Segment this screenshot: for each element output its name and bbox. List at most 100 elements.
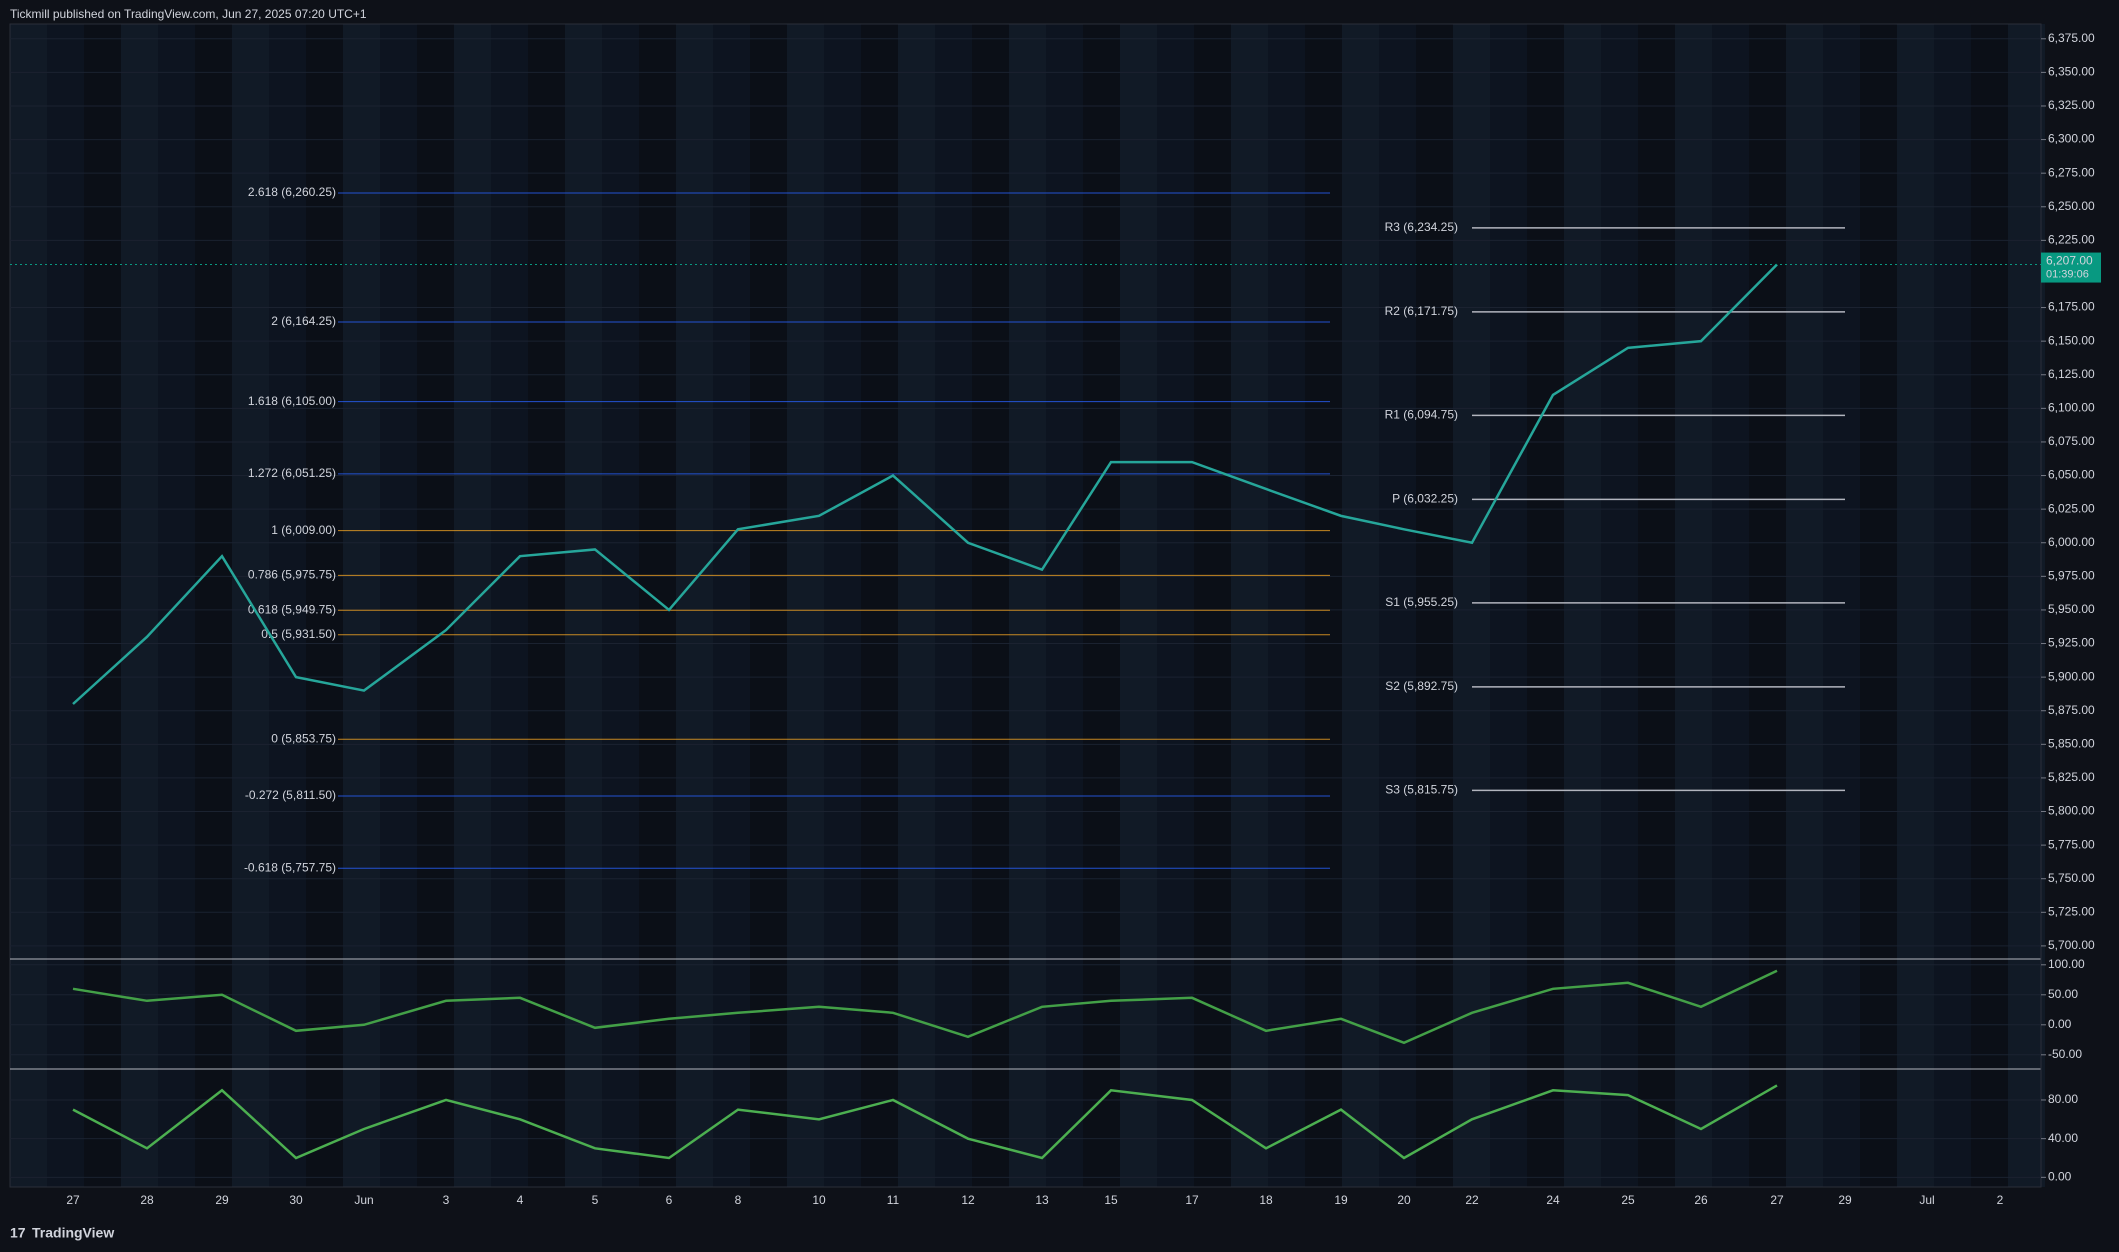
session-band — [935, 24, 972, 1187]
y-tick-label: 5,750.00 — [2048, 871, 2095, 885]
x-tick-label: 6 — [666, 1193, 673, 1207]
y-tick-label: 6,175.00 — [2048, 300, 2095, 314]
x-tick-label: 5 — [592, 1193, 599, 1207]
y-tick-label: 6,000.00 — [2048, 535, 2095, 549]
y-tick-label: 6,050.00 — [2048, 468, 2095, 482]
pivot-label: R3 (6,234.25) — [1385, 220, 1458, 234]
y-tick-label: 100.00 — [2048, 957, 2085, 971]
y-tick-label: 6,100.00 — [2048, 401, 2095, 415]
session-band — [1342, 24, 1379, 1187]
session-band — [972, 24, 1009, 1187]
x-tick-label: 8 — [735, 1193, 742, 1207]
y-tick-label: 6,375.00 — [2048, 31, 2095, 45]
y-tick-label: 6,225.00 — [2048, 233, 2095, 247]
session-band — [1009, 24, 1046, 1187]
series-line — [72, 1084, 1778, 1160]
x-tick-label: 29 — [215, 1193, 229, 1207]
fib-label: 0 (5,853.75) — [271, 731, 336, 745]
x-tick-label: 25 — [1621, 1193, 1635, 1207]
session-band — [84, 24, 121, 1187]
session-band — [1305, 24, 1342, 1187]
pivot-label: R1 (6,094.75) — [1385, 408, 1458, 422]
y-tick-label: 5,900.00 — [2048, 669, 2095, 683]
fib-label: 0.5 (5,931.50) — [261, 627, 336, 641]
header-title: Tickmill published on TradingView.com, J… — [10, 7, 367, 21]
session-band — [491, 24, 528, 1187]
pivot-label: R2 (6,171.75) — [1385, 304, 1458, 318]
session-band — [713, 24, 750, 1187]
y-tick-label: 50.00 — [2048, 987, 2078, 1001]
y-tick-label: 5,725.00 — [2048, 904, 2095, 918]
fib-label: 2.618 (6,260.25) — [248, 185, 336, 199]
session-band — [10, 24, 47, 1187]
price-tag — [2041, 252, 2101, 283]
fib-label: 0.786 (5,975.75) — [248, 568, 336, 582]
session-band — [1194, 24, 1231, 1187]
session-band — [195, 24, 232, 1187]
session-band — [1675, 24, 1712, 1187]
session-band — [1120, 24, 1157, 1187]
session-band — [602, 24, 639, 1187]
y-tick-label: 6,350.00 — [2048, 65, 2095, 79]
footer-brand: TradingView — [32, 1225, 114, 1241]
session-band — [1416, 24, 1453, 1187]
session-band — [1786, 24, 1823, 1187]
x-tick-label: 22 — [1465, 1193, 1479, 1207]
session-band — [1268, 24, 1305, 1187]
fib-label: -0.618 (5,757.75) — [244, 860, 336, 874]
pivot-label: S1 (5,955.25) — [1385, 595, 1458, 609]
y-tick-label: 5,975.00 — [2048, 569, 2095, 583]
session-band — [1934, 24, 1971, 1187]
x-tick-label: 15 — [1104, 1193, 1118, 1207]
y-tick-label: 0.00 — [2048, 1170, 2072, 1184]
session-band — [380, 24, 417, 1187]
y-tick-label: 6,300.00 — [2048, 132, 2095, 146]
fib-label: 1.618 (6,105.00) — [248, 394, 336, 408]
x-tick-label: 2 — [1997, 1193, 2004, 1207]
x-tick-label: 4 — [517, 1193, 524, 1207]
session-band — [861, 24, 898, 1187]
session-band — [306, 24, 343, 1187]
countdown: 01:39:06 — [2046, 268, 2089, 280]
session-band — [1823, 24, 1860, 1187]
x-tick-label: 12 — [961, 1193, 975, 1207]
session-band — [1453, 24, 1490, 1187]
session-band — [121, 24, 158, 1187]
x-tick-label: 27 — [1770, 1193, 1784, 1207]
y-tick-label: 6,125.00 — [2048, 367, 2095, 381]
y-tick-label: 5,800.00 — [2048, 804, 2095, 818]
session-band — [1601, 24, 1638, 1187]
y-tick-label: 40.00 — [2048, 1131, 2078, 1145]
y-tick-label: 6,325.00 — [2048, 98, 2095, 112]
pivot-label: P (6,032.25) — [1392, 492, 1458, 506]
session-band — [750, 24, 787, 1187]
session-bands — [10, 24, 2045, 1187]
session-band — [454, 24, 491, 1187]
fib-label: 1 (6,009.00) — [271, 523, 336, 537]
y-tick-label: 5,875.00 — [2048, 703, 2095, 717]
x-tick-label: 20 — [1397, 1193, 1411, 1207]
fib-label: 0.618 (5,949.75) — [248, 602, 336, 616]
session-band — [343, 24, 380, 1187]
x-tick-label: 30 — [289, 1193, 303, 1207]
session-band — [2008, 24, 2045, 1187]
pivot-label: S2 (5,892.75) — [1385, 679, 1458, 693]
x-tick-label: Jul — [1919, 1193, 1934, 1207]
session-band — [639, 24, 676, 1187]
y-tick-label: 6,075.00 — [2048, 434, 2095, 448]
y-tick-label: 5,700.00 — [2048, 938, 2095, 952]
series-line — [72, 263, 1778, 705]
session-band — [1971, 24, 2008, 1187]
session-band — [1157, 24, 1194, 1187]
y-tick-label: 6,025.00 — [2048, 501, 2095, 515]
session-band — [528, 24, 565, 1187]
session-band — [1897, 24, 1934, 1187]
x-tick-label: 10 — [812, 1193, 826, 1207]
x-tick-label: 18 — [1259, 1193, 1273, 1207]
fib-label: -0.272 (5,811.50) — [245, 788, 336, 802]
session-band — [1860, 24, 1897, 1187]
session-band — [1083, 24, 1120, 1187]
y-tick-label: 5,925.00 — [2048, 636, 2095, 650]
